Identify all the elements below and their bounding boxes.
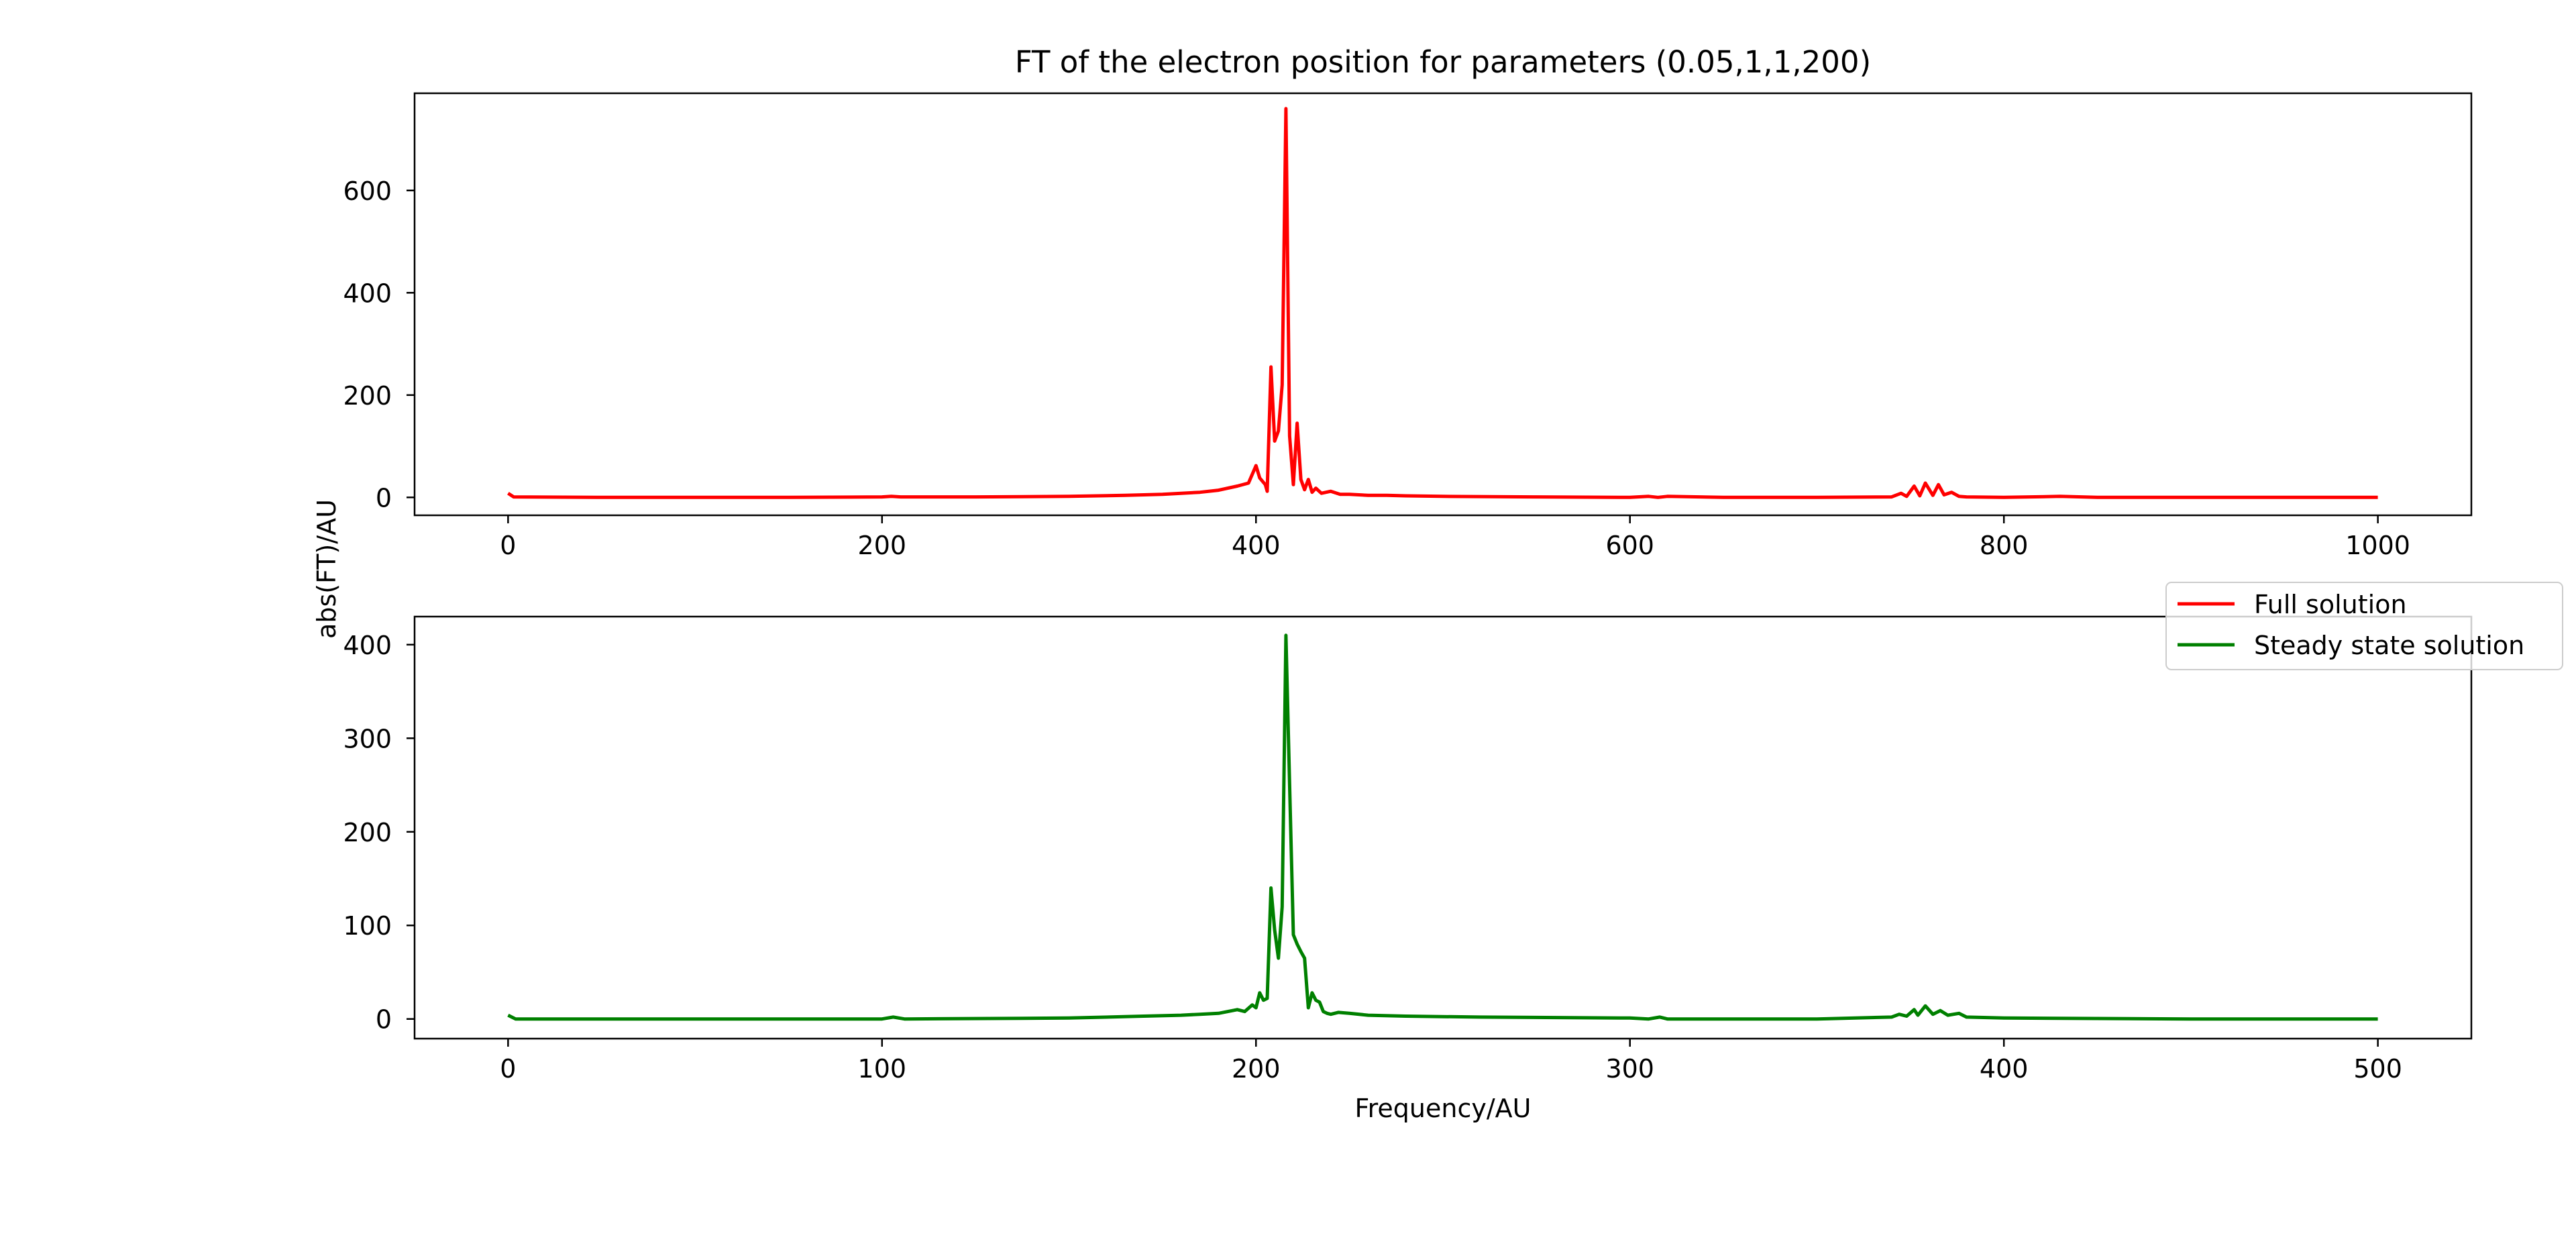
plot-area (415, 93, 2471, 515)
legend-label-steady: Steady state solution (2254, 631, 2524, 660)
x-tick-label: 0 (500, 531, 516, 560)
x-tick-label: 100 (858, 1054, 907, 1084)
top-panel: 0 200 400 600 800 1000 0 200 400 600 (343, 92, 2473, 560)
x-tick-label: 200 (1232, 1054, 1281, 1084)
x-tick-label: 200 (858, 531, 907, 560)
y-tick-label: 600 (343, 176, 392, 206)
y-axis-label: abs(FT)/AU (312, 499, 341, 639)
series-line-full-solution (507, 107, 2378, 499)
x-tick-label: 600 (1605, 531, 1654, 560)
legend-frame (2165, 582, 2563, 670)
x-tick-label: 0 (500, 1054, 516, 1084)
y-tick-label: 0 (376, 483, 392, 513)
bottom-panel: 0 100 200 300 400 500 0 100 200 300 400 (343, 615, 2473, 1084)
axes-frame (413, 92, 2473, 517)
y-tick-label: 300 (343, 724, 392, 753)
plot-area (415, 617, 2471, 1039)
y-tick-label: 0 (376, 1005, 392, 1035)
x-tick-label: 300 (1605, 1054, 1654, 1084)
x-tick-label: 800 (1980, 531, 2029, 560)
x-tick-label: 500 (2353, 1054, 2402, 1084)
x-tick-label: 1000 (2345, 531, 2410, 560)
y-tick-label: 100 (343, 911, 392, 941)
y-tick-label: 200 (343, 818, 392, 847)
figure-title: FT of the electron position for paramete… (1015, 44, 1871, 80)
y-tick-label: 400 (343, 631, 392, 660)
x-axis-label: Frequency/AU (1355, 1094, 1532, 1123)
y-tick-label: 400 (343, 278, 392, 308)
series-line-steady-state-solution (507, 633, 2378, 1021)
legend: Full solution Steady state solution (2165, 582, 2563, 670)
x-tick-label: 400 (1980, 1054, 2029, 1084)
axes-frame (413, 615, 2473, 1040)
legend-label-full: Full solution (2254, 590, 2407, 619)
x-tick-label: 400 (1232, 531, 1281, 560)
y-tick-label: 200 (343, 381, 392, 411)
